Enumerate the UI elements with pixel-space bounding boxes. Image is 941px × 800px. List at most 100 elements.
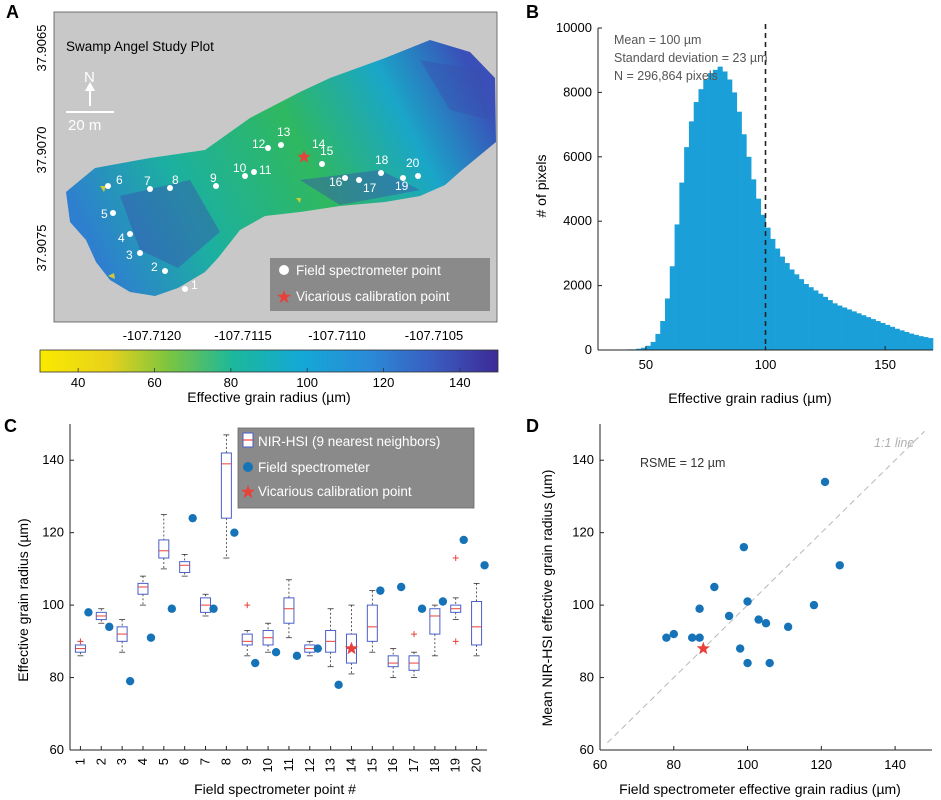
panel-d-scatter: D 60 80 100 120 140 60 80 100 120 140 RSME = 12 µ… <box>526 416 932 797</box>
field-spectrometer-point <box>396 582 406 592</box>
histogram-bar <box>717 66 723 350</box>
field-point-18 <box>378 170 384 176</box>
box-x-tick-label: 12 <box>302 758 317 772</box>
field-point-4 <box>127 231 133 237</box>
field-spectrometer-point <box>251 658 260 668</box>
hist-std-annotation: Standard deviation = 23 µm <box>614 51 767 65</box>
field-point-label-2: 2 <box>151 260 158 274</box>
box-iqr <box>429 608 441 635</box>
field-point-label-15: 15 <box>320 144 334 158</box>
scatter-point <box>724 611 734 621</box>
field-spectrometer-point <box>84 608 93 617</box>
scatter-point <box>761 619 771 628</box>
field-point-label-19: 19 <box>395 179 409 193</box>
boxplot-marks <box>74 434 489 689</box>
box-x-tick-label: 20 <box>469 758 484 772</box>
hist-n-annotation: N = 296,864 pixels <box>614 69 718 83</box>
histogram-bar <box>732 92 738 351</box>
box-iqr <box>283 597 295 624</box>
scatter-x-tick-label: 60 <box>593 757 607 772</box>
histogram-bar <box>875 321 881 350</box>
box-outlier <box>244 602 251 609</box>
scatter-x-tick-label: 80 <box>667 757 681 772</box>
field-spectrometer-point <box>125 676 135 686</box>
rsme-annotation: RSME = 12 µm <box>640 456 725 470</box>
scatter-y-tick-label: 100 <box>572 597 594 612</box>
scatter-point <box>820 477 830 487</box>
field-spectrometer-point <box>313 644 322 653</box>
scatter-point <box>669 629 678 639</box>
scatter-point <box>835 561 844 570</box>
boxplot-legend: NIR-HSI (9 nearest neighbors) Field spec… <box>237 427 475 509</box>
histogram-bar <box>755 198 762 350</box>
histogram-bar <box>693 102 699 350</box>
histogram-bar <box>636 348 642 350</box>
box-iqr <box>387 655 399 668</box>
field-point-11 <box>251 169 257 175</box>
histogram-bar <box>679 182 685 350</box>
field-spectrometer-point <box>438 597 448 606</box>
histogram-bar <box>866 317 872 350</box>
histogram-bar <box>918 336 924 350</box>
scatter-point <box>688 633 697 642</box>
histogram-bar <box>684 147 690 350</box>
field-point-6 <box>105 183 111 189</box>
field-point-1 <box>182 286 188 292</box>
box-x-tick-label: 18 <box>427 758 442 772</box>
field-point-label-5: 5 <box>101 207 108 221</box>
hist-y-tick-label: 4000 <box>563 213 592 228</box>
box-x-tick-label: 13 <box>323 758 338 772</box>
histogram-bar <box>799 279 805 350</box>
histogram-bar <box>760 214 766 350</box>
histogram-bar <box>880 322 886 350</box>
map-legend-vicarious: Vicarious calibration point <box>296 289 450 304</box>
box-xlabel: Field spectrometer point # <box>194 781 356 797</box>
histogram-bar <box>708 73 714 350</box>
histogram-bar <box>923 337 929 350</box>
box-legend-vicarious: Vicarious calibration point <box>258 484 412 499</box>
box-x-tick-label: 5 <box>156 758 171 765</box>
histogram-bar <box>842 307 848 350</box>
panel-c-letter: C <box>4 416 17 436</box>
field-point-2 <box>162 268 168 274</box>
histogram-bar <box>770 238 776 350</box>
histogram-bar <box>827 300 833 350</box>
lat-tick-3: 37.9075 <box>34 225 49 272</box>
box-y-tick-label: 80 <box>50 670 64 685</box>
hist-ylabel: # of pixels <box>533 154 549 217</box>
hist-y-tick-label: 10000 <box>556 20 592 35</box>
scatter-point <box>743 597 752 606</box>
scatter-x-tick-label: 120 <box>810 757 832 772</box>
box-ylabel: Effective grain radius (µm) <box>15 518 31 681</box>
colorbar-tick-label: 60 <box>147 375 161 390</box>
histogram-bar <box>794 274 800 350</box>
box-x-tick-label: 8 <box>218 758 233 765</box>
box-iqr <box>179 561 191 574</box>
field-point-15 <box>319 161 325 167</box>
field-spectrometer-point <box>188 513 197 523</box>
box-outlier <box>452 555 459 562</box>
field-point-label-20: 20 <box>406 156 420 170</box>
histogram-bar <box>889 326 896 350</box>
histogram-bar <box>746 156 752 350</box>
one-one-label: 1:1 line <box>874 436 914 450</box>
field-spectrometer-point <box>417 604 427 613</box>
histogram-bar <box>665 298 671 350</box>
field-spectrometer-point <box>459 535 468 545</box>
scatter-point <box>735 644 745 653</box>
scatter-point <box>743 658 752 668</box>
map-legend-field: Field spectrometer point <box>296 263 441 278</box>
box-iqr <box>137 582 149 595</box>
histogram-bar <box>894 328 900 350</box>
scatter-marks <box>662 477 844 668</box>
field-point-label-8: 8 <box>172 173 179 187</box>
scatter-point <box>765 658 774 668</box>
scatter-point <box>754 615 763 624</box>
north-label: N <box>84 69 95 86</box>
box-outlier <box>452 638 459 645</box>
hist-xlabel: Effective grain radius (µm) <box>668 390 831 406</box>
box-x-tick-label: 11 <box>281 758 296 772</box>
